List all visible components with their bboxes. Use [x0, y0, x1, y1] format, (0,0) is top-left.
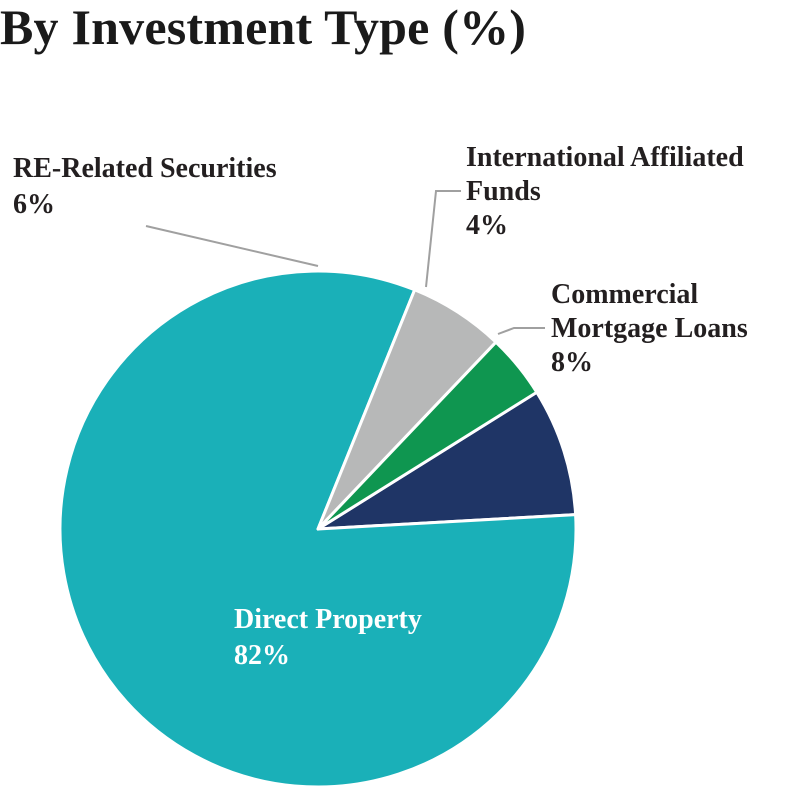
slice-value-international-affiliated-funds: 4%	[466, 210, 508, 241]
slice-value-direct-property: 82%	[234, 640, 290, 671]
slice-label-commercial-mortgage-loans: Mortgage Loans	[551, 313, 748, 344]
slice-value-re-related-securities: 6%	[13, 189, 55, 220]
chart-title: By Investment Type (%)	[0, 0, 527, 55]
slice-commercial-mortgage-loans	[316, 390, 578, 531]
leader-line-re-related-securities	[145, 225, 319, 267]
leader-lines	[145, 190, 545, 335]
slice-label-direct-property: Direct Property	[234, 604, 422, 635]
leader-line-commercial-mortgage-loans	[497, 327, 545, 335]
leader-line-international-affiliated-funds	[425, 190, 461, 288]
slice-international-affiliated-funds	[316, 340, 539, 531]
slice-label-commercial-mortgage-loans: Commercial	[551, 279, 698, 310]
slice-label-international-affiliated-funds: International Affiliated	[466, 142, 744, 173]
slice-label-international-affiliated-funds: Funds	[466, 176, 541, 207]
pie-slices	[58, 269, 578, 789]
slice-label-re-related-securities: RE-Related Securities	[13, 153, 277, 184]
slice-value-commercial-mortgage-loans: 8%	[551, 347, 593, 378]
